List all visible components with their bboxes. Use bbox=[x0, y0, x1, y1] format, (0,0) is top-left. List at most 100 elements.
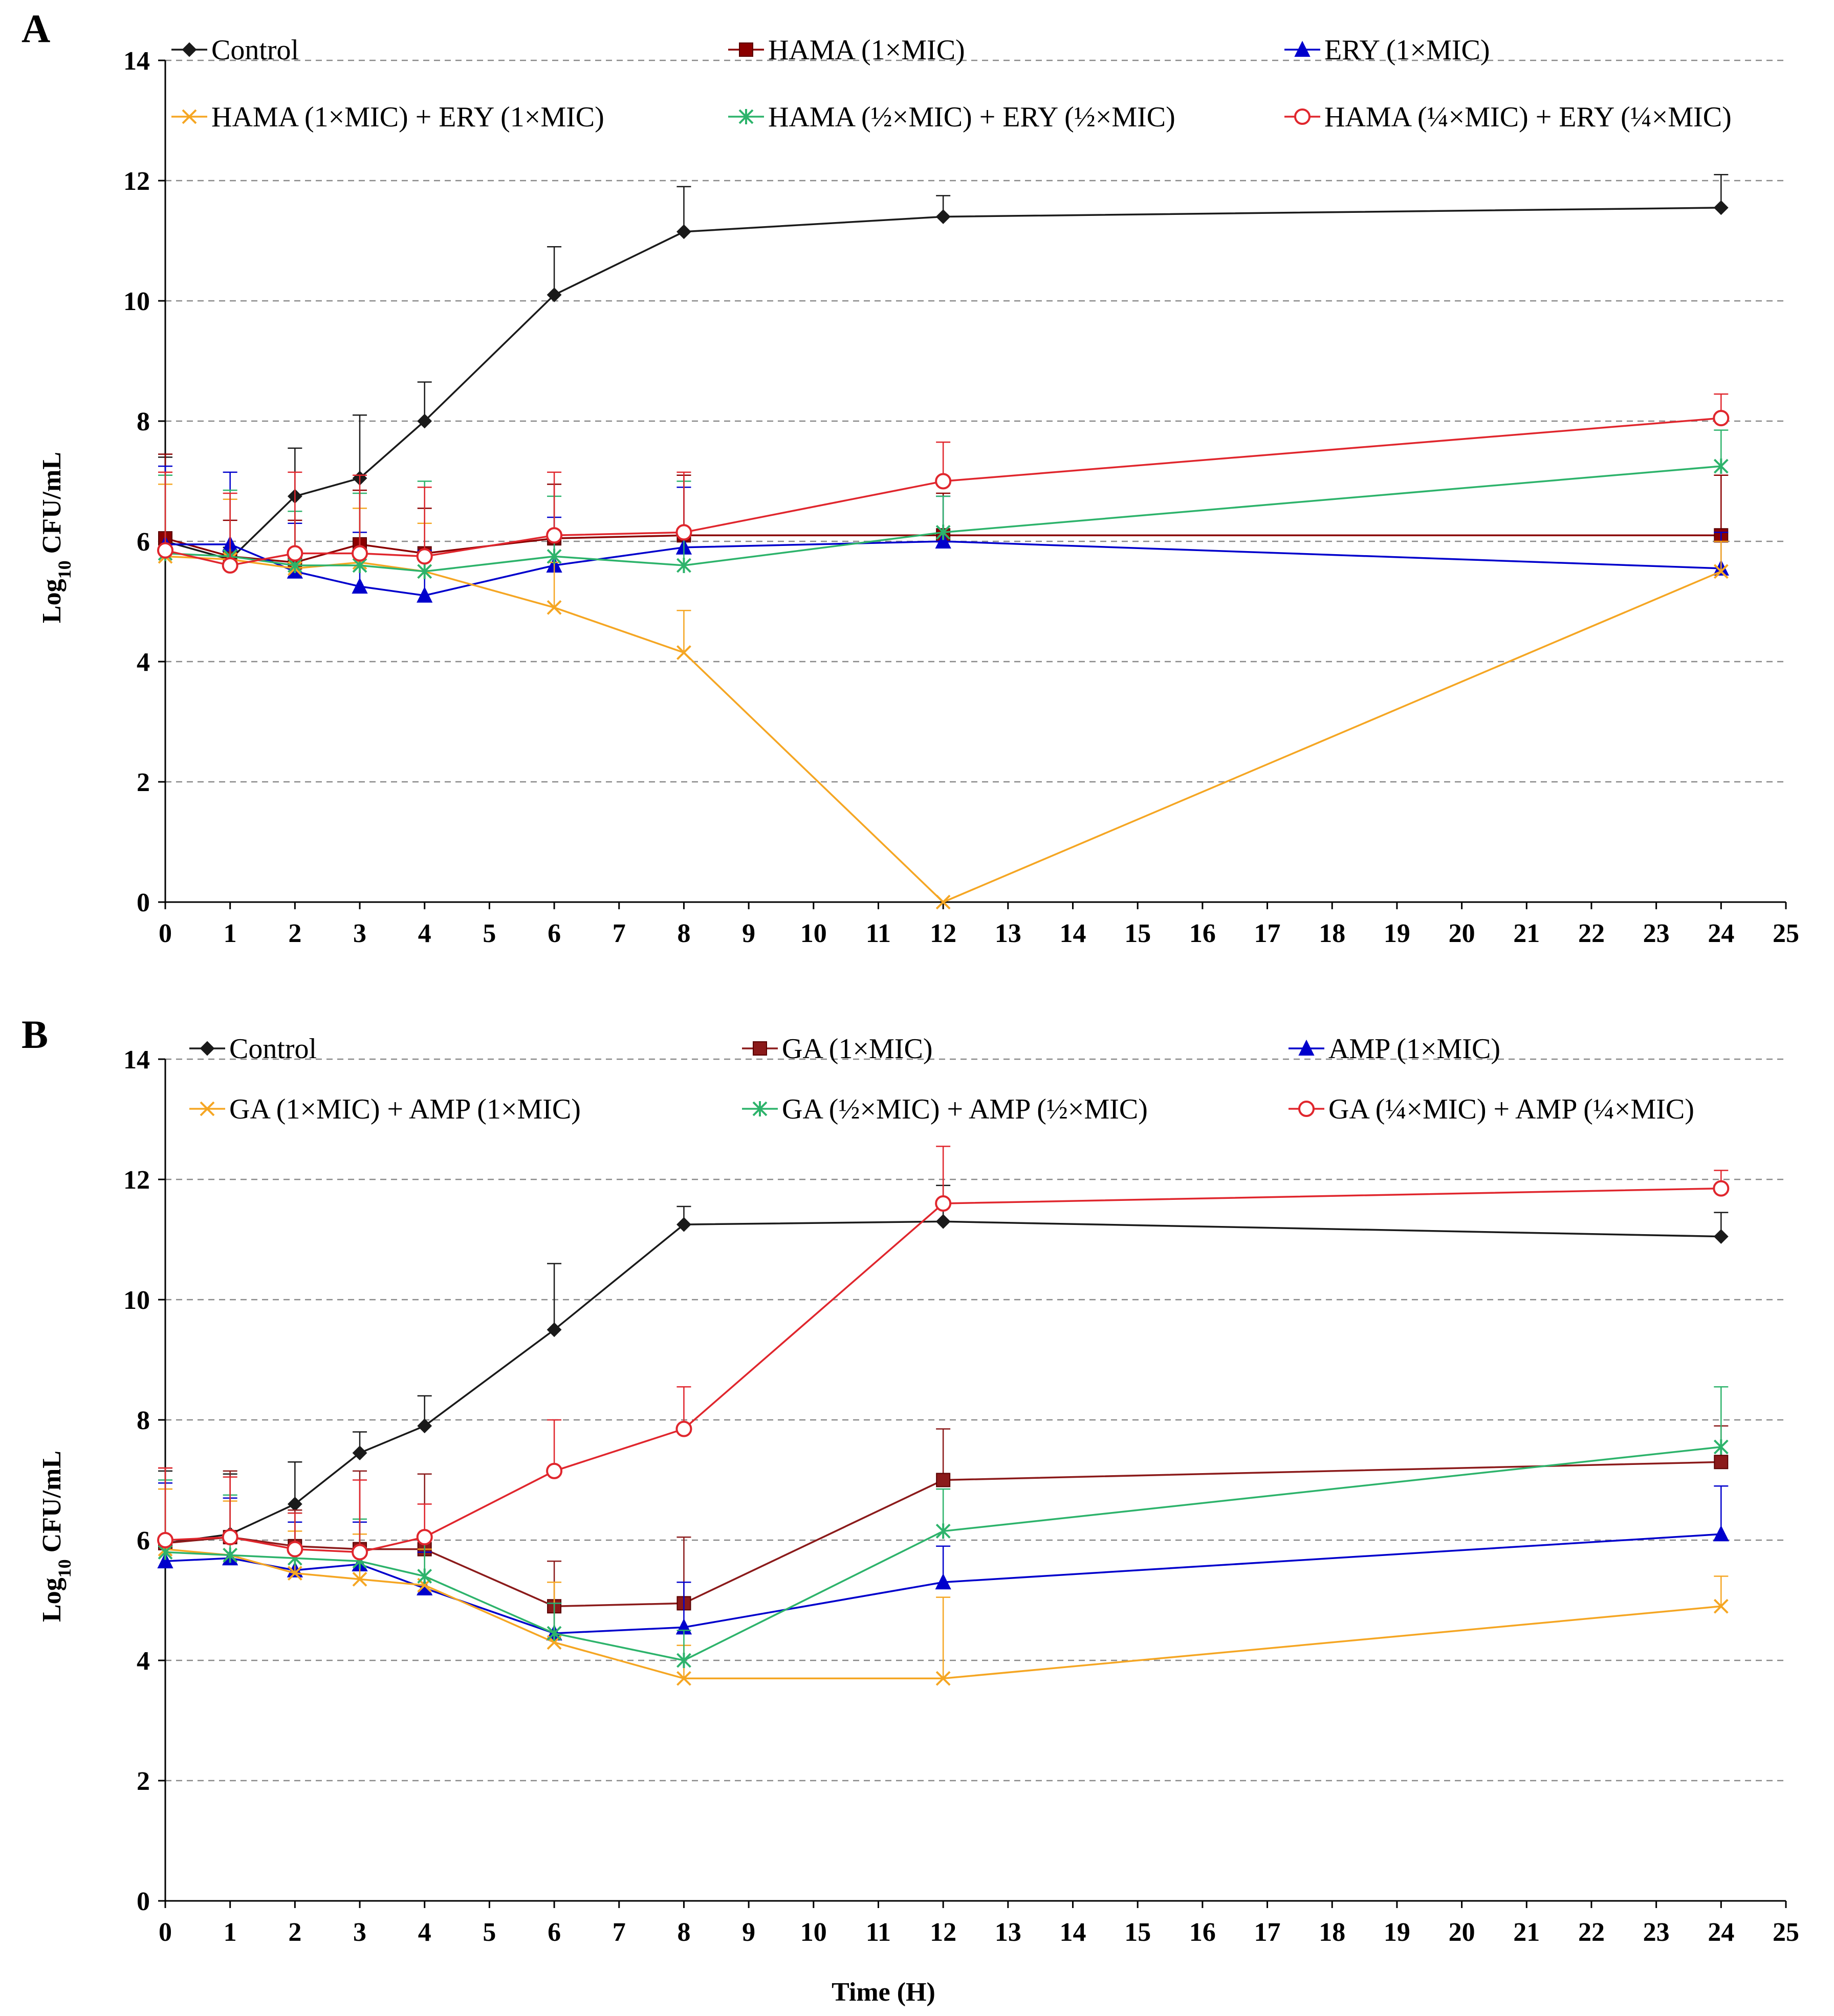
data-point bbox=[417, 1418, 432, 1434]
x-tick-label: 14 bbox=[1060, 919, 1086, 948]
legend-item: ERY (1×MIC) bbox=[1284, 34, 1490, 66]
x-tick-label: 23 bbox=[1643, 1918, 1670, 1947]
data-point bbox=[935, 1195, 952, 1212]
data-point bbox=[222, 557, 238, 574]
x-tick-label: 5 bbox=[483, 1918, 496, 1947]
data-point bbox=[1713, 1439, 1729, 1455]
legend-label: AMP (1×MIC) bbox=[1328, 1033, 1500, 1065]
x-tick-label: 9 bbox=[742, 1918, 755, 1947]
y-tick-label: 12 bbox=[123, 167, 150, 196]
error-bar bbox=[1714, 540, 1729, 572]
legend-marker bbox=[200, 1101, 215, 1116]
x-tick-label: 22 bbox=[1578, 919, 1605, 948]
x-tick-label: 0 bbox=[159, 919, 172, 948]
x-tick-label: 7 bbox=[613, 1918, 626, 1947]
error-bar bbox=[547, 1419, 562, 1471]
y-tick-label: 14 bbox=[123, 47, 150, 76]
y-tick-label: 0 bbox=[137, 1887, 150, 1916]
error-bar bbox=[353, 474, 367, 554]
error-bar bbox=[547, 1263, 562, 1330]
data-point bbox=[1713, 1525, 1729, 1542]
legend: Control HAMA (1×MIC) ERY (1×MIC) HAMA (1×MI… bbox=[171, 34, 1732, 133]
legend: Control GA (1×MIC) AMP (1×MIC) GA (1×MIC) +… bbox=[189, 1033, 1694, 1125]
x-tick-label: 19 bbox=[1384, 1918, 1410, 1947]
data-point bbox=[935, 1523, 951, 1539]
error-bar bbox=[676, 186, 691, 232]
data-point bbox=[417, 1568, 432, 1584]
data-point bbox=[1713, 458, 1729, 474]
data-point bbox=[157, 542, 173, 559]
error-bar bbox=[353, 414, 367, 478]
error-bar bbox=[223, 492, 237, 565]
y-tick-label: 12 bbox=[123, 1166, 150, 1195]
data-point bbox=[352, 1571, 367, 1587]
legend-marker bbox=[182, 42, 197, 57]
data-point bbox=[935, 473, 952, 490]
data-point bbox=[417, 413, 432, 429]
error-bar bbox=[936, 1146, 951, 1203]
data-point bbox=[416, 1529, 433, 1546]
error-bar bbox=[1714, 474, 1729, 536]
data-point bbox=[287, 1541, 303, 1558]
legend-marker bbox=[1298, 1101, 1315, 1117]
data-point bbox=[935, 1671, 951, 1686]
x-tick-label: 1 bbox=[224, 919, 237, 948]
x-tick-label: 15 bbox=[1124, 1918, 1151, 1947]
y-tick-label: 10 bbox=[123, 1286, 150, 1315]
y-tick-label: 4 bbox=[137, 648, 150, 677]
x-tick-label: 3 bbox=[353, 1918, 366, 1947]
legend-item: GA (1×MIC) + AMP (1×MIC) bbox=[189, 1093, 581, 1125]
x-tick-label: 7 bbox=[613, 919, 626, 948]
y-tick-label: 2 bbox=[137, 1767, 150, 1796]
legend-item: HAMA (½×MIC) + ERY (½×MIC) bbox=[728, 101, 1175, 133]
x-tick-label: 8 bbox=[677, 1918, 690, 1947]
legend-item: GA (¼×MIC) + AMP (¼×MIC) bbox=[1289, 1093, 1694, 1125]
data-point bbox=[547, 287, 562, 302]
data-point bbox=[675, 1420, 692, 1437]
data-point bbox=[352, 1544, 368, 1561]
data-point bbox=[546, 527, 563, 544]
data-point bbox=[1713, 1180, 1730, 1197]
legend-marker bbox=[182, 109, 197, 124]
x-tick-label: 19 bbox=[1384, 919, 1410, 948]
data-point bbox=[935, 209, 951, 224]
x-axis-title: Time (H) bbox=[832, 1978, 935, 2007]
x-tick-label: 21 bbox=[1513, 919, 1540, 948]
data-point bbox=[157, 1532, 173, 1548]
data-point bbox=[417, 586, 433, 603]
legend-label: ERY (1×MIC) bbox=[1324, 34, 1490, 66]
data-point bbox=[287, 545, 303, 562]
x-tick-label: 5 bbox=[483, 919, 496, 948]
x-tick-label: 13 bbox=[995, 919, 1021, 948]
legend-marker bbox=[200, 1041, 215, 1056]
x-tick-label: 21 bbox=[1513, 1918, 1540, 1947]
error-bar bbox=[353, 1479, 367, 1552]
x-tick-label: 25 bbox=[1773, 919, 1799, 948]
error-bar bbox=[936, 1428, 951, 1480]
data-point bbox=[675, 524, 692, 541]
data-point bbox=[676, 1653, 691, 1668]
x-tick-label: 6 bbox=[548, 919, 561, 948]
legend-label: HAMA (¼×MIC) + ERY (¼×MIC) bbox=[1324, 101, 1732, 133]
data-point bbox=[935, 524, 951, 540]
error-bar bbox=[288, 471, 302, 554]
x-tick-label: 1 bbox=[224, 1918, 237, 1947]
y-tick-label: 8 bbox=[137, 407, 150, 436]
data-point bbox=[417, 563, 432, 579]
error-bar bbox=[158, 471, 172, 551]
error-bar bbox=[547, 471, 562, 536]
data-point bbox=[1713, 1598, 1729, 1614]
data-point bbox=[352, 577, 368, 594]
data-point bbox=[547, 549, 562, 564]
x-tick-label: 20 bbox=[1449, 919, 1475, 948]
data-point bbox=[1713, 200, 1729, 215]
legend-item: HAMA (¼×MIC) + ERY (¼×MIC) bbox=[1284, 101, 1732, 133]
legend-item: Control bbox=[171, 34, 299, 66]
error-bar bbox=[676, 609, 691, 653]
error-bar bbox=[417, 487, 432, 557]
data-point bbox=[222, 1529, 238, 1546]
error-bar bbox=[1714, 1386, 1729, 1447]
x-tick-label: 9 bbox=[742, 919, 755, 948]
x-tick-label: 24 bbox=[1708, 919, 1734, 948]
data-point bbox=[935, 1573, 951, 1590]
